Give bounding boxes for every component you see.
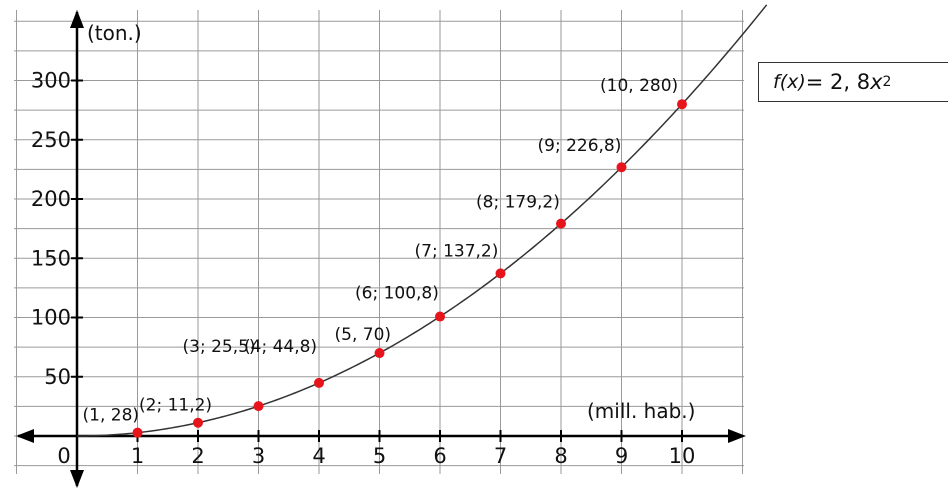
data-point [495, 268, 506, 279]
formula-exponent: 2 [882, 74, 892, 90]
y-tick-label: 100 [31, 306, 71, 330]
y-tick-label: 200 [31, 187, 71, 211]
y-axis-arrow-down [70, 470, 84, 488]
x-tick-label: 0 [57, 444, 70, 468]
data-label: (6; 100,8) [355, 284, 439, 304]
formula-variable: x [870, 70, 883, 94]
y-tick-label: 150 [31, 246, 71, 270]
x-tick-label: 2 [191, 444, 204, 468]
data-point [435, 311, 445, 322]
data-label: (7; 137,2) [415, 241, 499, 261]
formula-coefficient: = 2, 8 [805, 70, 871, 94]
y-tick-label: 50 [44, 365, 71, 389]
x-tick-label: 7 [494, 444, 507, 468]
data-point [132, 427, 143, 438]
data-point [677, 99, 687, 110]
data-point [314, 377, 324, 388]
x-axis-label: (mill. hab.) [587, 399, 695, 423]
data-point [253, 401, 264, 412]
y-axis-arrow-up [70, 10, 84, 28]
formula-function-name: f(x) [773, 71, 806, 93]
data-label: (4; 44,8) [244, 337, 317, 357]
data-label: (3; 25,5) [183, 337, 256, 357]
function-curve [76, 4, 768, 437]
y-tick-label: 300 [31, 69, 71, 93]
data-label: (9; 226,8) [538, 136, 622, 156]
data-label: (2; 11,2) [139, 396, 212, 416]
y-tick-label: 250 [31, 128, 71, 152]
x-tick-label: 6 [433, 444, 446, 468]
y-axis-label: (ton.) [87, 21, 142, 45]
x-tick-label: 1 [131, 444, 144, 468]
data-label: (8; 179,2) [476, 193, 560, 213]
x-axis-arrow-left [16, 429, 34, 443]
data-label: (5, 70) [335, 325, 392, 345]
x-tick-label: 10 [669, 444, 696, 468]
data-label: (1, 28) [83, 406, 140, 426]
x-tick-label: 5 [373, 444, 386, 468]
data-point [374, 348, 385, 359]
data-point [616, 162, 627, 173]
data-point [193, 417, 203, 428]
x-tick-label: 4 [312, 444, 325, 468]
x-tick-label: 8 [554, 444, 567, 468]
formula-box: f(x) = 2, 8 x 2 [758, 62, 948, 102]
data-point [556, 218, 566, 229]
x-tick-label: 3 [252, 444, 265, 468]
data-label: (10, 280) [600, 76, 678, 96]
x-tick-label: 9 [615, 444, 628, 468]
x-axis-arrow-right [728, 429, 746, 443]
